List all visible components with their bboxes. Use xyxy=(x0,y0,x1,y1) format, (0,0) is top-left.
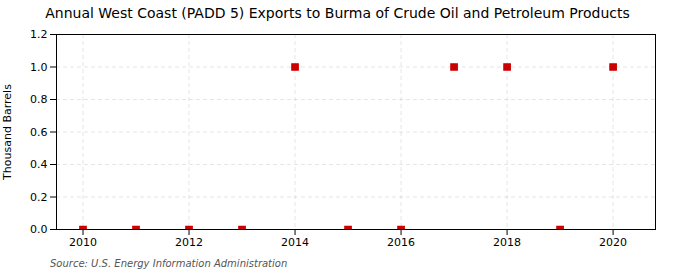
svg-text:2012: 2012 xyxy=(175,236,203,249)
svg-text:0.0: 0.0 xyxy=(30,223,48,236)
svg-text:0.4: 0.4 xyxy=(30,158,48,171)
html-text:Annual West Coast (PADD 5) Exp: Annual West Coast (PADD 5) Exports to Bu… xyxy=(45,5,630,21)
svg-text:2018: 2018 xyxy=(493,236,521,249)
svg-text:1.2: 1.2 xyxy=(30,28,48,41)
svg-text:0.8: 0.8 xyxy=(30,93,48,106)
svg-text:Thousand Barrels: Thousand Barrels xyxy=(1,84,14,181)
svg-text:2010: 2010 xyxy=(69,236,97,249)
svg-text:2020: 2020 xyxy=(599,236,627,249)
svg-text:0.2: 0.2 xyxy=(30,191,48,204)
svg-text:2016: 2016 xyxy=(387,236,415,249)
svg-text:2014: 2014 xyxy=(281,236,309,249)
svg-text:0.6: 0.6 xyxy=(30,126,48,139)
html-text:Source: U.S. Energy Informatio: Source: U.S. Energy Information Administ… xyxy=(50,258,288,269)
svg-text:1.0: 1.0 xyxy=(30,61,48,74)
